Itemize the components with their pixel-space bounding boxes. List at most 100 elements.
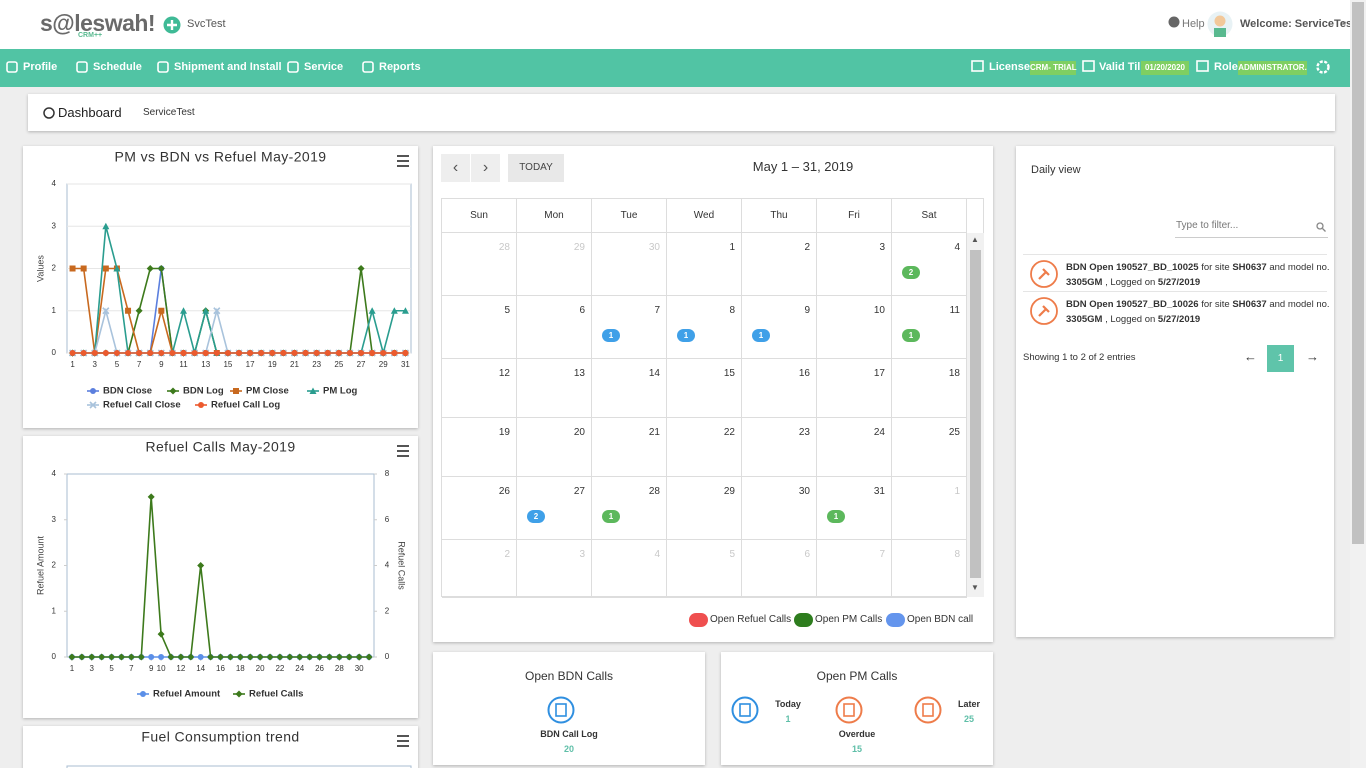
day-cell[interactable]: 28 [442,233,517,296]
event-badge[interactable]: 1 [902,329,920,342]
breadcrumb-user[interactable]: ServiceTest [143,107,195,118]
x-tick-label: 11 [179,360,188,369]
settings-gear[interactable] [1315,59,1331,75]
page-scrollbar[interactable] [1350,0,1366,768]
day-cell[interactable]: 15 [667,359,742,418]
day-cell[interactable]: 21 [592,418,667,477]
day-cell[interactable]: 12 [442,359,517,418]
pm-icon-ring [835,696,863,724]
x-tick-label: 9 [149,664,154,673]
event-badge[interactable]: 1 [602,510,620,523]
day-cell[interactable]: 8 [892,540,967,598]
day-cell[interactable]: 22 [667,418,742,477]
event-badge[interactable]: 2 [902,266,920,279]
page-current[interactable]: 1 [1267,345,1294,372]
marker [102,222,110,230]
day-cell[interactable]: 3 [517,540,592,598]
day-cell[interactable]: 20 [517,418,592,477]
back-circle [43,107,55,119]
page-prev[interactable]: ← [1244,349,1257,364]
day-cell[interactable]: 2 [742,233,817,296]
plot-frame [66,473,375,658]
day-cell[interactable]: 30 [592,233,667,296]
page-next[interactable]: → [1306,349,1319,364]
day-cell[interactable]: 29 [517,233,592,296]
day-cell[interactable]: 31 1 [817,477,892,540]
event-badge[interactable]: 1 [827,510,845,523]
day-cell[interactable]: 18 [892,359,967,418]
day-cell[interactable]: 5 [442,296,517,359]
bdn-icon[interactable] [546,695,576,725]
day-cell[interactable]: 1 [667,233,742,296]
event-badge[interactable]: 1 [677,329,695,342]
marker [113,350,120,356]
daily-entry[interactable]: BDN Open 190527_BD_10025 for site SH0637… [1023,254,1330,292]
day-cell[interactable]: 11 1 [892,296,967,359]
pm-icon[interactable] [834,695,864,725]
welcome[interactable]: Welcome: ServiceTest [1240,18,1356,30]
day-cell[interactable]: 4 [592,540,667,598]
legend-item[interactable]: Refuel Calls [233,689,303,700]
day-cell[interactable]: 29 [667,477,742,540]
day-cell[interactable]: 6 [517,296,592,359]
day-cell[interactable]: 23 [742,418,817,477]
prev-button[interactable]: ‹ [441,154,470,182]
today-button[interactable]: TODAY [508,154,564,182]
marker [369,350,376,356]
legend-item[interactable]: PM Log [307,386,357,397]
marker [158,350,165,356]
day-cell[interactable]: 7 [817,540,892,598]
nav-right-icon [1082,60,1095,72]
day-cell[interactable]: 28 1 [592,477,667,540]
filter-input[interactable]: Type to filter... [1175,217,1328,238]
daily-entry[interactable]: BDN Open 190527_BD_10026 for site SH0637… [1023,291,1330,329]
day-cell[interactable]: 6 [742,540,817,598]
day-cell[interactable]: 10 [817,296,892,359]
marker [78,653,86,661]
event-badge[interactable]: 2 [527,510,545,523]
day-cell[interactable]: 2 [442,540,517,598]
event-badge[interactable]: 1 [752,329,770,342]
pm-icon[interactable] [913,695,943,725]
x-tick-label: 1 [70,664,75,673]
day-cell[interactable]: 26 [442,477,517,540]
help-link[interactable]: Help [1182,18,1205,30]
day-cell[interactable]: 30 [742,477,817,540]
entry-word: for site [1201,299,1230,310]
legend-item[interactable]: BDN Close [87,386,152,397]
legend-item[interactable]: Refuel Call Close [87,400,181,411]
legend-item[interactable]: Refuel Amount [137,689,221,700]
marker [365,653,373,661]
day-cell[interactable]: 24 [817,418,892,477]
day-number: 11 [949,305,960,316]
breadcrumb-title[interactable]: Dashboard [58,105,122,120]
day-cell[interactable]: 5 [667,540,742,598]
add-button[interactable] [163,16,181,34]
day-cell[interactable]: 14 [592,359,667,418]
day-cell[interactable]: 19 [442,418,517,477]
legend-item[interactable]: BDN Log [167,386,224,397]
daily-view-panel: Daily view Type to filter... BDN Open 1905… [1016,146,1334,637]
app-name[interactable]: SvcTest [187,18,226,30]
day-cell[interactable]: 17 [817,359,892,418]
pm-icon[interactable] [730,695,760,725]
day-cell[interactable]: 16 [742,359,817,418]
legend-item[interactable]: Refuel Call Log [195,400,280,411]
logo[interactable]: s@leswah! [40,10,156,36]
marker [325,653,333,661]
day-cell[interactable]: 13 [517,359,592,418]
legend-item[interactable]: PM Close [230,386,289,397]
day-cell[interactable]: 1 [892,477,967,540]
day-cell[interactable]: 25 [892,418,967,477]
day-cell[interactable]: 3 [817,233,892,296]
day-cell[interactable]: 27 2 [517,477,592,540]
next-button[interactable]: › [471,154,500,182]
calendar-scrollbar[interactable]: ▲ ▼ [967,233,984,597]
day-number: 25 [948,427,960,438]
marker [127,653,135,661]
event-badge[interactable]: 1 [602,329,620,342]
